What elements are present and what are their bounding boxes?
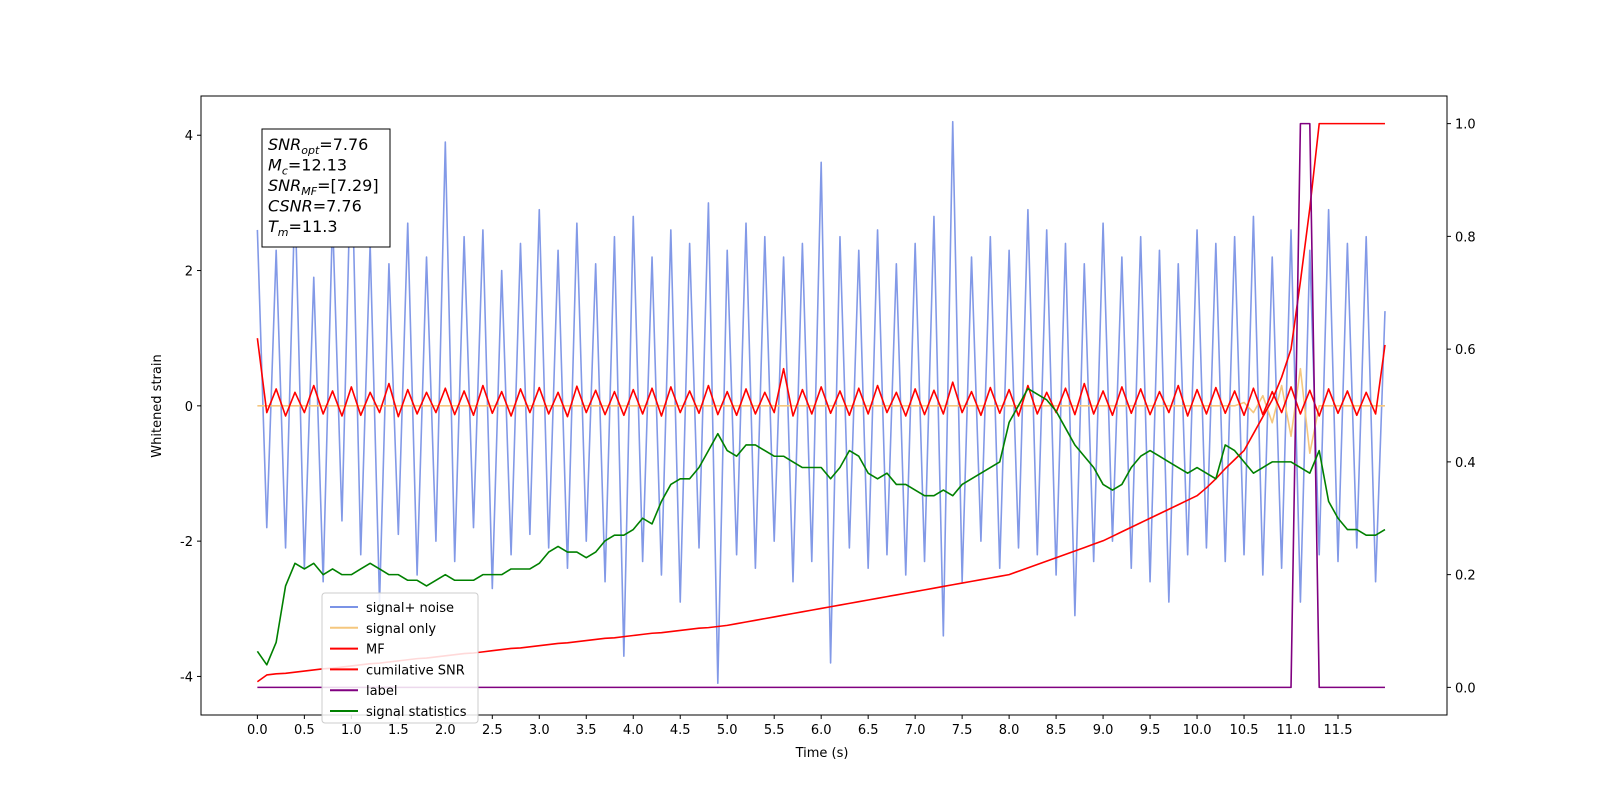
legend-label: label: [366, 684, 397, 699]
x-tick-label: 1.5: [388, 723, 409, 738]
legend-label: signal only: [366, 622, 436, 637]
annotation-subscript: MF: [301, 185, 317, 198]
annotation-text: =7.76: [313, 197, 362, 216]
x-tick-label: 7.5: [952, 723, 973, 738]
x-tick-label: 9.5: [1140, 723, 1161, 738]
annotation-symbol: SNR: [268, 176, 301, 195]
x-tick-label: 10.5: [1230, 723, 1259, 738]
x-tick-label: 11.5: [1324, 723, 1353, 738]
annotation-subscript: m: [278, 226, 289, 239]
x-tick-label: 3.0: [529, 723, 550, 738]
y-axis-label: Whitened strain: [150, 354, 165, 457]
y-tick-label: 2: [185, 265, 193, 280]
annotation-box: [261, 128, 391, 248]
y-tick-label: 0: [185, 400, 193, 415]
y2-tick-label: 0.0: [1455, 681, 1476, 696]
x-tick-label: 10.0: [1183, 723, 1212, 738]
x-tick-label: 7.0: [905, 723, 926, 738]
annotation-line: CSNR=7.76: [268, 197, 362, 216]
annotation-symbol: CSNR: [268, 197, 313, 216]
y2-tick-label: 0.8: [1455, 230, 1476, 245]
annotation-text: =11.3: [289, 217, 338, 236]
y-tick-label: 4: [185, 129, 193, 144]
legend: signal+ noise signal only MF cumilative SNR…: [321, 592, 479, 724]
x-tick-label: 5.0: [717, 723, 738, 738]
legend-box: [321, 592, 479, 724]
annotation-symbol: T: [268, 217, 279, 236]
x-tick-label: 6.0: [811, 723, 832, 738]
annotation-symbol: SNR: [268, 135, 301, 154]
annotation-text: =[7.29]: [317, 176, 379, 195]
y-tick-label: -2: [180, 535, 193, 550]
x-tick-label: 4.0: [623, 723, 644, 738]
y-tick-label: -4: [180, 670, 193, 685]
x-tick-label: 8.5: [1046, 723, 1067, 738]
y2-tick-label: 0.6: [1455, 343, 1476, 358]
annotation-text: =12.13: [288, 156, 347, 175]
annotation-subscript: opt: [301, 144, 320, 157]
x-tick-label: 9.0: [1093, 723, 1114, 738]
x-tick-label: 1.0: [341, 723, 362, 738]
x-tick-label: 4.5: [670, 723, 691, 738]
x-tick-label: 2.5: [482, 723, 503, 738]
x-axis-label: Time (s): [795, 746, 849, 761]
x-tick-label: 8.0: [999, 723, 1020, 738]
annotation-subscript: c: [282, 165, 288, 178]
legend-label: cumilative SNR: [366, 663, 465, 678]
x-tick-label: 3.5: [576, 723, 597, 738]
annotation-line: SNRMF=[7.29]: [268, 176, 379, 198]
y2-tick-label: 1.0: [1455, 118, 1476, 133]
series-line: [256, 387, 1386, 666]
legend-label: MF: [366, 643, 385, 658]
annotation-symbol: M: [268, 156, 282, 175]
x-tick-label: 2.0: [435, 723, 456, 738]
annotation: SNRopt=7.76Mc=12.13SNRMF=[7.29]CSNR=7.76…: [261, 128, 391, 248]
y2-tick-label: 0.2: [1455, 569, 1476, 584]
series-line: [256, 338, 1386, 418]
x-tick-label: 5.5: [764, 723, 785, 738]
annotation-line: SNRopt=7.76: [268, 135, 368, 157]
y2-tick-label: 0.4: [1455, 456, 1476, 471]
x-tick-label: 6.5: [858, 723, 879, 738]
annotation-line: Tm=11.3: [268, 217, 338, 239]
x-tick-label: 0.0: [247, 723, 268, 738]
series-line: [256, 120, 1386, 684]
plot-frame: [200, 95, 1448, 716]
annotation-text: =7.76: [319, 135, 368, 154]
series-line: [257, 367, 1385, 454]
x-tick-label: 0.5: [294, 723, 315, 738]
legend-label: signal+ noise: [366, 601, 454, 616]
annotation-line: Mc=12.13: [268, 156, 347, 178]
legend-label: signal statistics: [366, 705, 467, 720]
x-tick-label: 11.0: [1277, 723, 1306, 738]
